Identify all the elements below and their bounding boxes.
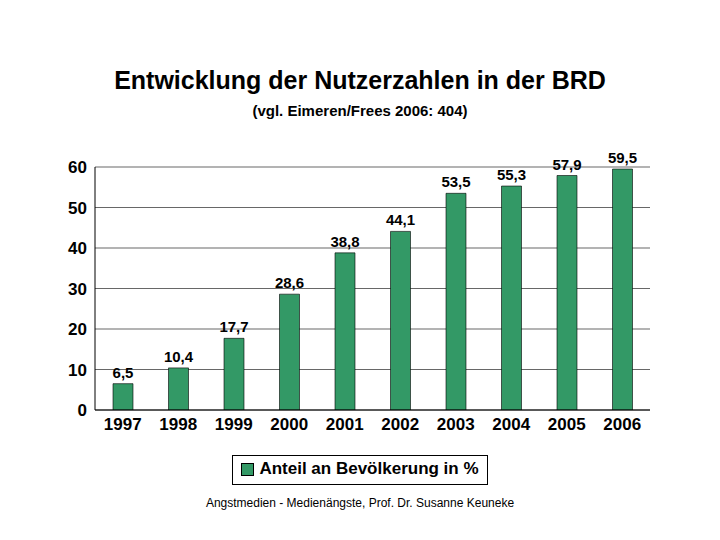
- svg-text:17,7: 17,7: [219, 318, 248, 335]
- svg-text:6,5: 6,5: [113, 364, 134, 381]
- svg-text:2001: 2001: [326, 415, 364, 434]
- html-text:(vgl. Eimeren/Frees 2006: 404): (vgl. Eimeren/Frees 2006: 404): [252, 102, 468, 119]
- svg-text:1997: 1997: [104, 415, 142, 434]
- svg-text:55,3: 55,3: [497, 166, 526, 183]
- svg-text:53,5: 53,5: [441, 173, 470, 190]
- svg-text:1998: 1998: [159, 415, 197, 434]
- html-text:Anteil an Bevölkerung in %: Anteil an Bevölkerung in %: [259, 459, 479, 478]
- svg-text:50: 50: [68, 199, 87, 218]
- svg-text:2005: 2005: [548, 415, 586, 434]
- svg-text:1999: 1999: [215, 415, 253, 434]
- svg-text:28,6: 28,6: [275, 274, 304, 291]
- svg-text:57,9: 57,9: [552, 156, 581, 173]
- svg-text:10: 10: [68, 361, 87, 380]
- svg-text:2000: 2000: [270, 415, 308, 434]
- html-text:Entwicklung der Nutzerzahlen i: Entwicklung der Nutzerzahlen in der BRD: [114, 66, 606, 94]
- svg-text:2002: 2002: [381, 415, 419, 434]
- svg-text:10,4: 10,4: [164, 348, 194, 365]
- svg-text:38,8: 38,8: [330, 233, 359, 250]
- svg-text:59,5: 59,5: [608, 150, 637, 166]
- svg-text:2004: 2004: [492, 415, 530, 434]
- svg-text:30: 30: [68, 280, 87, 299]
- svg-text:2003: 2003: [437, 415, 475, 434]
- svg-text:60: 60: [68, 158, 87, 177]
- svg-text:40: 40: [68, 239, 87, 258]
- html-text:Angstmedien - Medienängste, Pr: Angstmedien - Medienängste, Prof. Dr. Su…: [205, 496, 515, 510]
- svg-text:20: 20: [68, 320, 87, 339]
- svg-text:2006: 2006: [603, 415, 641, 434]
- svg-text:0: 0: [78, 401, 87, 420]
- svg-text:44,1: 44,1: [386, 211, 415, 228]
